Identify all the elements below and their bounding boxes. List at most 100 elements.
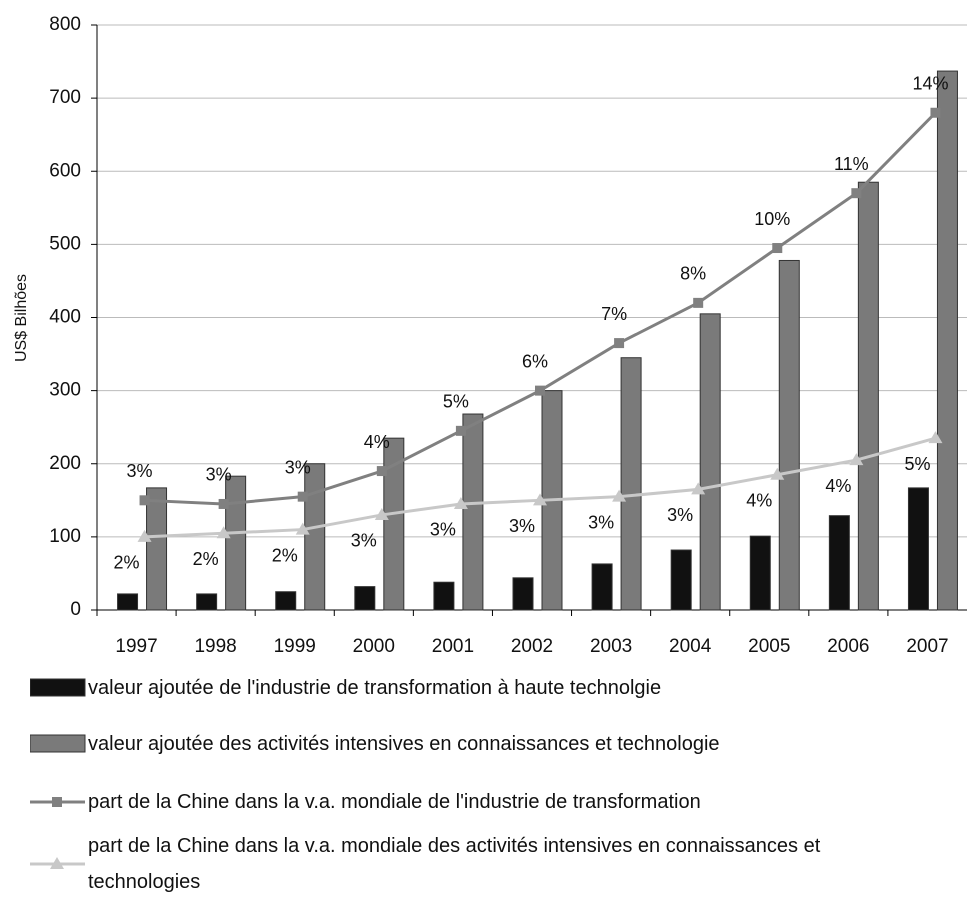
x-tick-label: 2002 (511, 636, 553, 657)
y-axis-label: US$ Bilhões (13, 274, 30, 362)
marker (139, 495, 150, 506)
line (144, 436, 936, 539)
data-label: 5% (904, 454, 930, 474)
marker (693, 297, 704, 308)
marker (455, 425, 466, 436)
bar (512, 577, 534, 611)
marker (928, 431, 943, 444)
bar (828, 515, 850, 611)
marker (216, 526, 231, 539)
y-tick-label: 500 (49, 233, 81, 254)
marker (614, 338, 625, 349)
bar (749, 535, 771, 611)
bar (620, 357, 642, 611)
marker (218, 498, 229, 509)
x-tick-label: 2001 (432, 636, 474, 657)
data-label: 3% (285, 457, 311, 477)
bar (383, 437, 405, 611)
marker (533, 493, 547, 506)
x-tick-label: 2003 (590, 636, 632, 657)
data-label: 3% (430, 520, 456, 540)
data-label: 5% (443, 392, 469, 412)
bar (433, 581, 455, 611)
marker (137, 529, 152, 542)
marker (770, 467, 785, 480)
marker (376, 466, 387, 477)
legend-item: part de la Chine dans la v.a. mondiale d… (30, 784, 888, 820)
y-tick-label: 0 (70, 599, 81, 620)
x-tick-label: 1997 (115, 636, 157, 657)
data-label: 8% (680, 264, 706, 284)
marker (50, 857, 64, 869)
x-tick-label: 2005 (748, 636, 790, 657)
data-label: 2% (114, 553, 140, 573)
legend-swatch-rect (30, 734, 86, 753)
legend-item: valeur ajoutée des activités intensives … (30, 726, 888, 762)
bar (196, 593, 218, 611)
data-label: 3% (667, 505, 693, 525)
x-tick-label: 2007 (906, 636, 948, 657)
data-label: 2% (193, 549, 219, 569)
data-label: 3% (509, 516, 535, 536)
legend-label: valeur ajoutée de l'industrie de transfo… (88, 677, 662, 699)
y-tick-label: 200 (49, 453, 81, 474)
y-tick-label: 100 (49, 526, 81, 547)
marker (851, 188, 862, 199)
marker (691, 482, 706, 495)
data-label: 4% (825, 476, 851, 496)
bar (936, 70, 958, 611)
data-label: 3% (588, 512, 614, 532)
data-label: 11% (834, 154, 869, 174)
data-label: 6% (522, 351, 548, 371)
legend-label: part de la Chine dans la v.a. mondiale d… (88, 791, 701, 813)
legend-swatch (30, 678, 86, 697)
y-tick-label: 800 (49, 14, 81, 35)
legend-label: valeur ajoutée des activités intensives … (88, 733, 720, 755)
bar (778, 259, 800, 611)
legend-swatch (30, 857, 85, 869)
data-label: 7% (601, 304, 627, 324)
marker (535, 385, 545, 396)
data-label: 4% (364, 432, 390, 452)
y-tick-label: 700 (49, 87, 81, 108)
bar (857, 181, 879, 611)
marker (297, 491, 308, 502)
bar (225, 475, 247, 611)
y-tick-label: 300 (49, 380, 81, 401)
x-tick-label: 1998 (194, 636, 236, 657)
data-label: 14% (912, 74, 948, 94)
bar (591, 563, 613, 611)
data-label: 3% (206, 465, 232, 485)
marker (52, 797, 62, 807)
marker (374, 507, 389, 520)
legend-swatch-rect (30, 678, 86, 697)
x-tick-label: 1999 (274, 636, 316, 657)
data-label: 4% (746, 490, 772, 510)
legend-item: part de la Chine dans la v.a. mondiale d… (30, 828, 888, 900)
legend-label: part de la Chine dans la v.a. mondiale d… (88, 835, 821, 893)
bar (699, 313, 721, 611)
marker (772, 243, 783, 254)
x-tick-label: 2004 (669, 636, 712, 657)
y-tick-label: 400 (49, 307, 81, 328)
bar (354, 586, 376, 611)
x-tick-label: 2000 (353, 636, 395, 657)
chart: US$ Bilhões 0 100 200 300 400 500 600 700 800 199… (13, 14, 967, 657)
legend-item: valeur ajoutée de l'industrie de transfo… (30, 670, 888, 706)
bar (146, 487, 168, 611)
data-label: 2% (272, 545, 298, 565)
marker (453, 496, 468, 509)
bar (304, 463, 326, 611)
x-tick-label: 2006 (827, 636, 869, 657)
data-label: 10% (754, 209, 790, 229)
data-label: 3% (127, 461, 153, 481)
bar (275, 591, 297, 611)
marker (295, 522, 310, 535)
bar (907, 487, 929, 611)
marker (849, 453, 864, 466)
legend-swatch (30, 734, 86, 753)
y-tick-label: 600 (49, 160, 81, 181)
legend-swatch (30, 797, 85, 807)
bar (117, 593, 139, 611)
